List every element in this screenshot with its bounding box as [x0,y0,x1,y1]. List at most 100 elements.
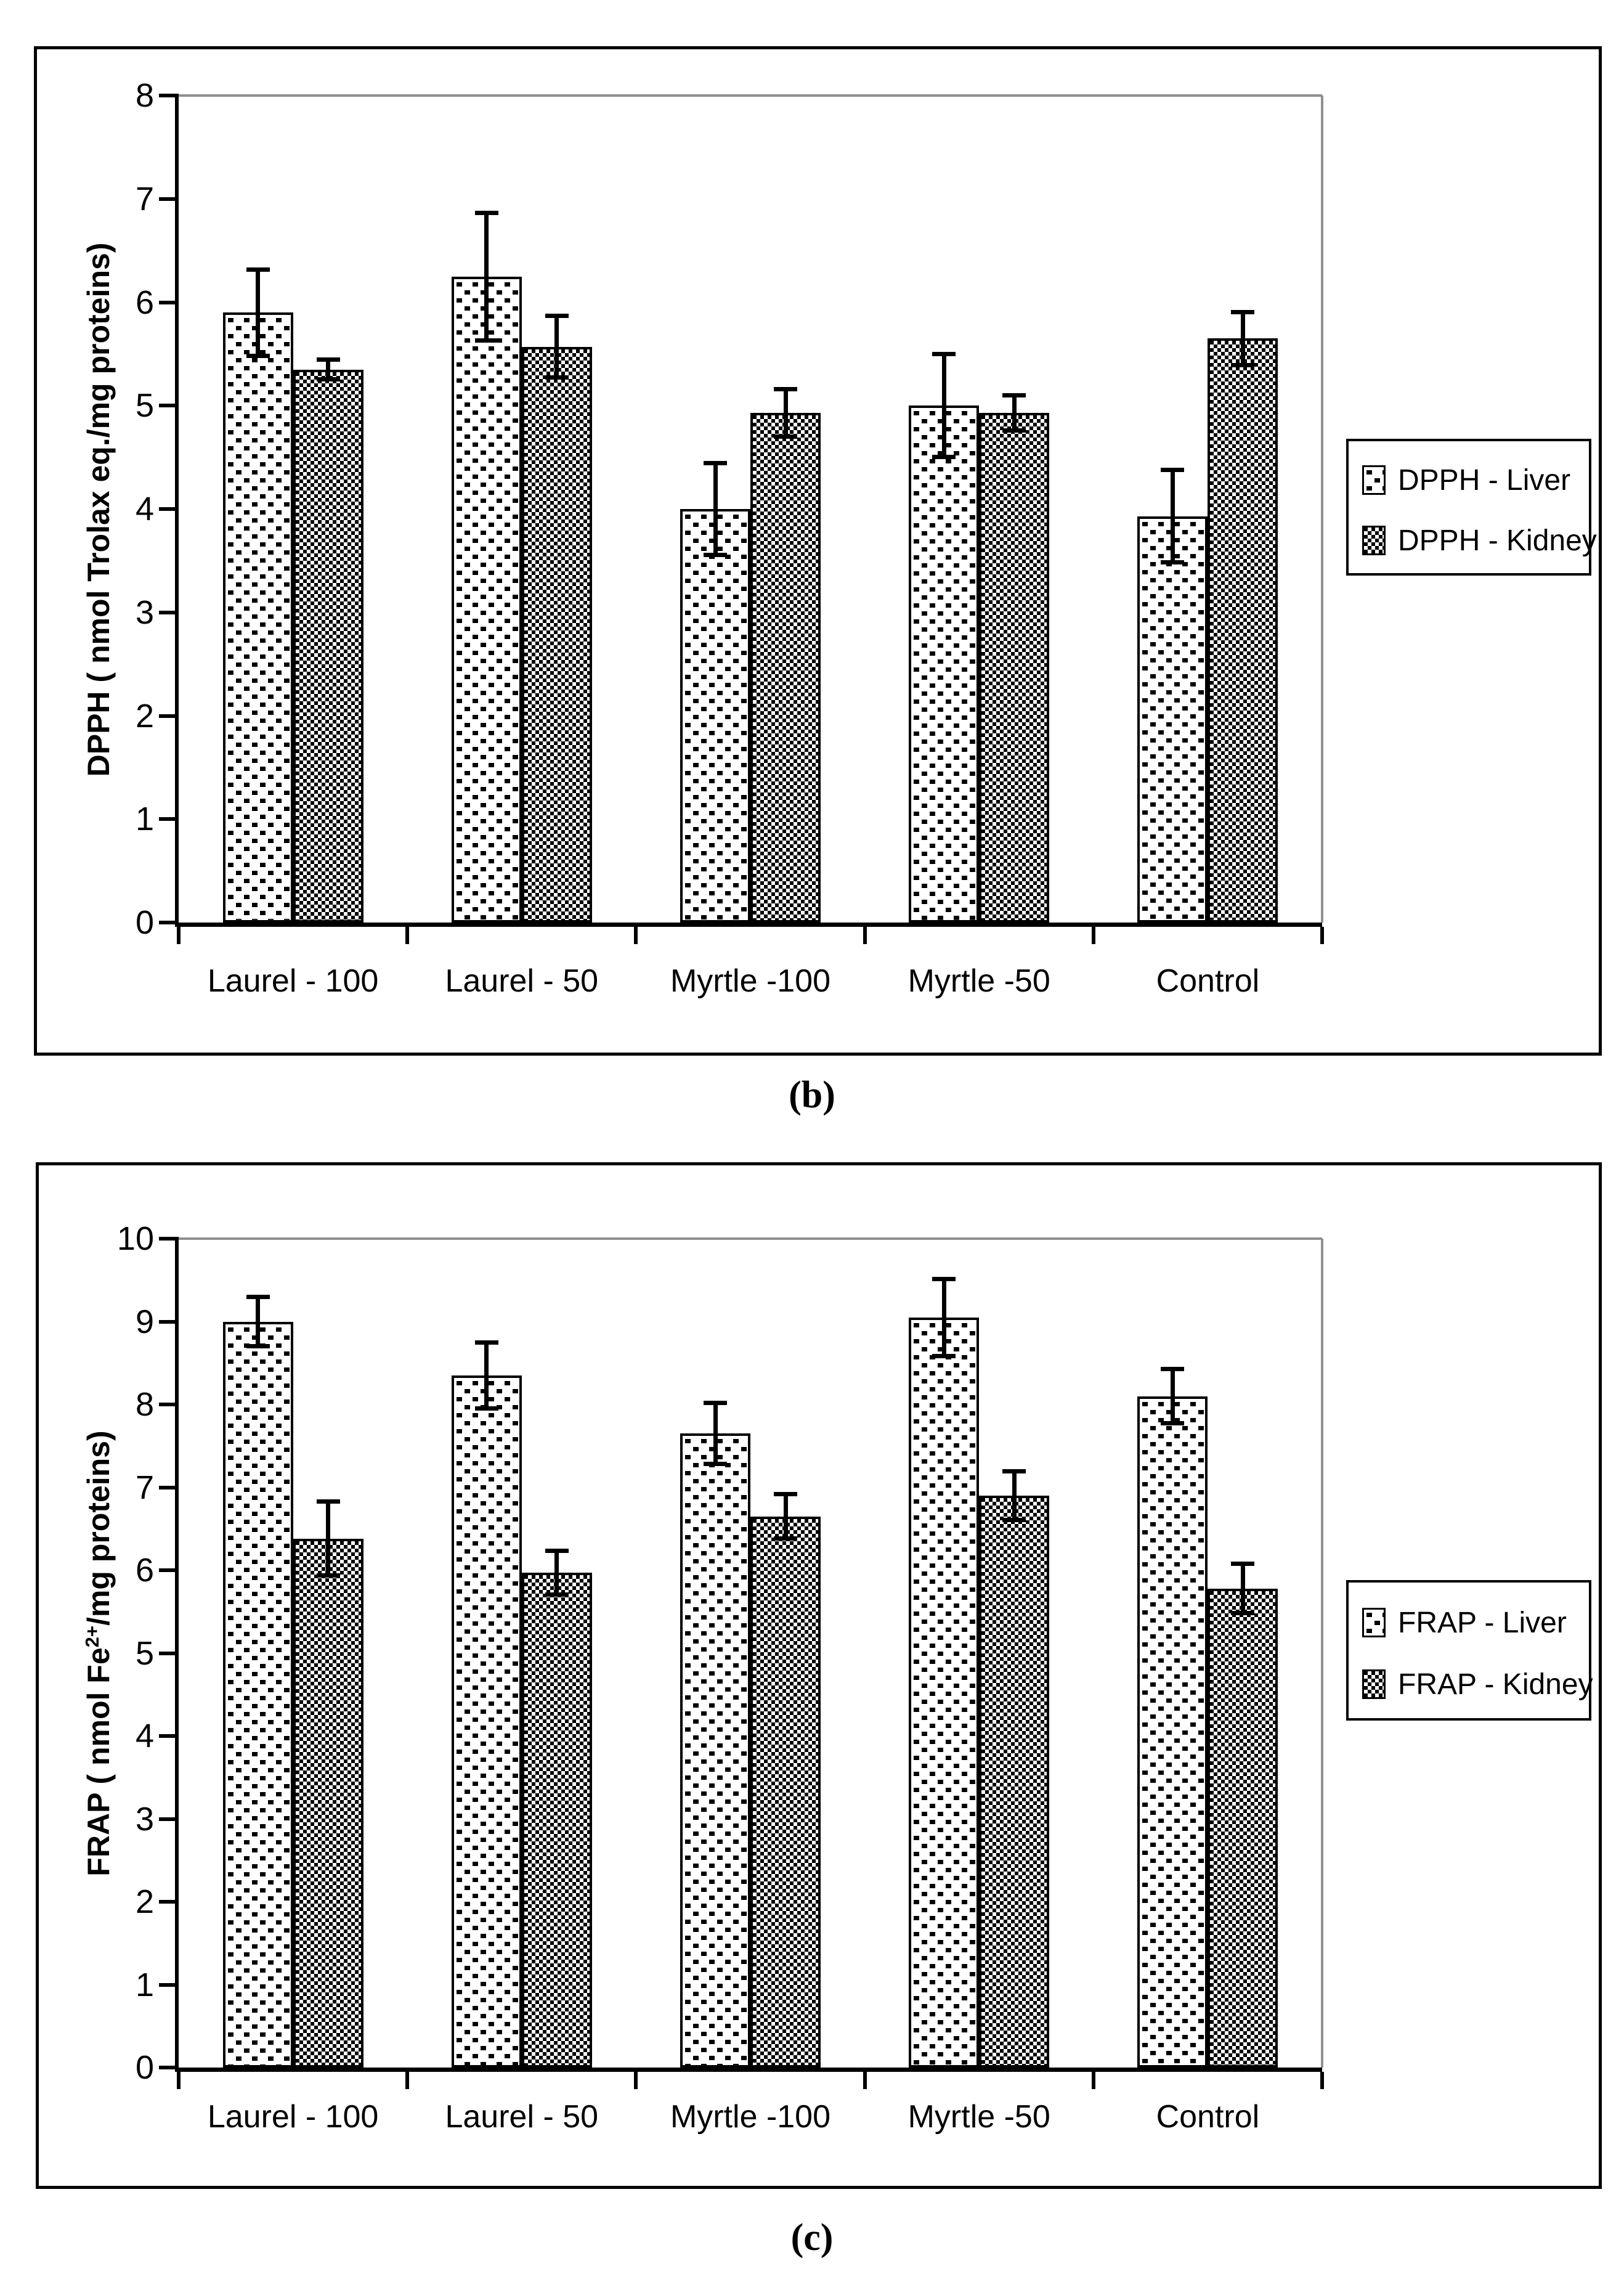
errorbar-cap-top-c-liver-laurel-100 [246,1295,270,1300]
bar-c-kidney-laurel-100 [293,1538,363,2068]
y-tick-label-b-3: 3 [135,593,154,631]
y-tick-c-1 [159,1982,175,1987]
y-tick-b-6 [159,300,175,304]
x-tick-b-0 [177,927,181,944]
errorbar-b-kidney-control [1240,311,1245,365]
errorbar-cap-bottom-b-kidney-control [1231,362,1255,367]
errorbar-cap-top-b-liver-control [1161,468,1185,473]
x-axis-b [175,923,1322,927]
errorbar-cap-top-b-liver-laurel-100 [246,267,270,272]
errorbar-cap-bottom-c-kidney-control [1231,1610,1255,1615]
y-tick-b-3 [159,610,175,614]
errorbar-c-kidney-laurel-100 [326,1501,331,1576]
bar-c-liver-myrtle-50 [909,1317,980,2068]
errorbar-cap-top-b-kidney-myrtle-50 [1002,393,1026,398]
errorbar-c-liver-myrtle-100 [713,1403,718,1464]
x-category-label-c-control: Control [1156,2099,1260,2135]
bar-b-liver-laurel-50 [451,276,522,923]
errorbar-cap-top-c-kidney-laurel-100 [316,1499,340,1504]
errorbar-cap-bottom-b-liver-myrtle-50 [932,455,956,460]
y-tick-c-8 [159,1403,175,1406]
errorbar-cap-bottom-c-liver-control [1161,1420,1185,1425]
errorbar-b-liver-control [1170,470,1175,563]
errorbar-cap-top-b-kidney-control [1231,309,1255,314]
x-tick-c-3 [863,2072,867,2089]
y-tick-label-c-9: 9 [135,1303,154,1340]
bar-b-liver-control [1137,516,1208,923]
legend-swatch-frap-kidney [1362,1669,1386,1699]
bar-b-kidney-myrtle-100 [750,412,821,923]
x-category-label-c-laurel-50: Laurel - 50 [445,2099,599,2135]
bar-c-liver-myrtle-100 [680,1433,750,2068]
x-tick-c-1 [405,2072,410,2089]
x-category-label-b-laurel-50: Laurel - 50 [445,963,599,999]
y-tick-label-c-7: 7 [135,1469,154,1506]
bar-c-kidney-laurel-50 [521,1573,592,2068]
y-axis-c [175,1237,179,2072]
x-tick-b-2 [634,927,638,944]
bar-b-liver-myrtle-100 [680,509,750,923]
x-category-label-b-laurel-100: Laurel - 100 [207,963,379,999]
errorbar-cap-top-b-liver-myrtle-100 [704,460,727,465]
x-category-label-c-myrtle-50: Myrtle -50 [907,2099,1050,2135]
y-tick-c-2 [159,1900,175,1904]
y-tick-label-c-2: 2 [135,1883,154,1920]
errorbar-c-liver-control [1170,1369,1175,1424]
errorbar-cap-top-c-kidney-laurel-50 [545,1548,569,1553]
y-tick-label-c-3: 3 [135,1800,154,1838]
errorbar-cap-top-c-kidney-control [1231,1562,1255,1567]
errorbar-c-liver-laurel-100 [256,1297,261,1347]
bar-c-kidney-control [1208,1588,1278,2068]
errorbar-c-kidney-laurel-50 [554,1550,559,1595]
y-tick-c-0 [159,2066,175,2069]
y-tick-b-7 [159,197,175,201]
x-category-label-b-control: Control [1156,963,1260,999]
errorbar-cap-bottom-c-liver-myrtle-100 [704,1461,727,1466]
legend-item-frap-kidney: FRAP - Kidney [1362,1663,1593,1706]
bar-c-liver-control [1137,1396,1208,2068]
errorbar-c-kidney-myrtle-50 [1012,1470,1017,1521]
legend-label-dpph-liver: DPPH - Liver [1398,463,1571,497]
y-tick-b-4 [159,507,175,511]
errorbar-cap-top-c-liver-laurel-50 [474,1340,498,1345]
errorbar-b-kidney-laurel-100 [326,359,331,380]
errorbar-cap-bottom-c-kidney-laurel-100 [316,1573,340,1578]
x-category-label-b-myrtle-100: Myrtle -100 [670,963,831,999]
y-axis-b [175,94,179,927]
legend-swatch-frap-liver [1362,1608,1386,1637]
errorbar-cap-bottom-b-kidney-myrtle-50 [1002,428,1026,433]
y-tick-b-5 [159,404,175,408]
y-tick-label-b-5: 5 [135,387,154,425]
y-tick-c-5 [159,1651,175,1655]
legend-item-dpph-liver: DPPH - Liver [1362,458,1570,502]
plot-top-gridline-c [179,1237,1322,1240]
y-tick-b-8 [159,94,175,97]
errorbar-c-liver-laurel-50 [484,1342,489,1409]
errorbar-b-kidney-laurel-50 [554,316,559,378]
bar-b-kidney-laurel-100 [293,369,363,923]
y-tick-label-c-1: 1 [135,1966,154,2003]
errorbar-cap-bottom-c-liver-myrtle-50 [932,1353,956,1358]
bar-b-kidney-myrtle-50 [979,412,1050,923]
errorbar-cap-top-b-kidney-myrtle-100 [774,387,797,392]
errorbar-cap-bottom-b-kidney-laurel-50 [545,375,569,380]
y-tick-label-b-8: 8 [135,77,154,114]
y-tick-b-2 [159,714,175,718]
errorbar-cap-bottom-b-kidney-laurel-100 [316,377,340,382]
y-tick-c-6 [159,1568,175,1572]
errorbar-cap-top-c-liver-control [1161,1367,1185,1372]
x-tick-b-3 [863,927,867,944]
bar-c-kidney-myrtle-100 [750,1516,821,2068]
caption-b: (b) [789,1074,835,1116]
bar-c-kidney-myrtle-50 [979,1495,1050,2068]
errorbar-cap-top-b-kidney-laurel-50 [545,314,569,319]
legend-item-dpph-kidney: DPPH - Kidney [1362,519,1597,562]
errorbar-cap-bottom-b-liver-control [1161,560,1185,565]
x-tick-b-5 [1320,927,1324,944]
y-tick-c-10 [159,1237,175,1241]
errorbar-b-liver-myrtle-50 [941,354,946,458]
errorbar-cap-top-c-liver-myrtle-50 [932,1276,956,1281]
bar-b-liver-myrtle-50 [909,405,980,923]
errorbar-b-liver-laurel-50 [484,212,489,341]
